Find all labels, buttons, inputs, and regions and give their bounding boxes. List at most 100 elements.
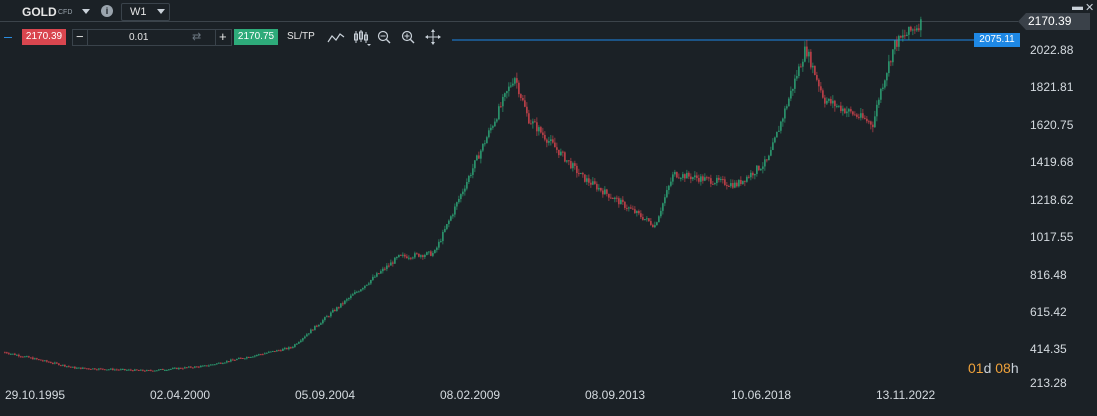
- candle-body: [734, 182, 736, 188]
- candle-body: [686, 172, 688, 179]
- candle-body: [594, 181, 596, 184]
- candle-body: [416, 253, 418, 255]
- candle-body: [128, 369, 130, 371]
- candle-body: [326, 316, 328, 318]
- candle-body: [340, 303, 342, 308]
- candle-type-icon[interactable]: [353, 29, 371, 47]
- candle-body: [522, 97, 524, 101]
- timeframe-label: W1: [130, 6, 147, 18]
- candle-body: [190, 366, 192, 368]
- candle-body: [34, 358, 36, 360]
- candle-body: [690, 176, 692, 180]
- quantity-stepper[interactable]: − 0.01 ⇄ +: [72, 29, 232, 46]
- candle-body: [48, 361, 50, 363]
- info-icon[interactable]: i: [101, 5, 113, 17]
- candle-body: [370, 279, 372, 284]
- close-icon[interactable]: ✕: [1085, 2, 1095, 14]
- candle-body: [830, 98, 832, 104]
- candle-body: [210, 364, 212, 366]
- candle-body: [510, 85, 512, 87]
- candle-body: [796, 75, 798, 79]
- symbol-dropdown-icon[interactable]: [82, 9, 90, 14]
- candle-body: [30, 357, 32, 359]
- candle-body: [362, 288, 364, 290]
- candle-body: [342, 303, 344, 305]
- candle-body: [260, 354, 262, 356]
- candle-body: [174, 367, 176, 369]
- candle-body: [398, 254, 400, 258]
- candle-body: [636, 211, 638, 214]
- candle-body: [846, 111, 848, 114]
- candle-body: [914, 29, 916, 31]
- candle-body: [850, 109, 852, 112]
- zoom-in-icon[interactable]: [401, 30, 415, 44]
- candle-body: [288, 347, 290, 350]
- quantity-input[interactable]: 0.01: [129, 32, 149, 43]
- candle-body: [700, 176, 702, 182]
- timeframe-selector[interactable]: W1: [121, 3, 170, 21]
- candle-body: [884, 80, 886, 88]
- zoom-out-icon[interactable]: [377, 30, 391, 44]
- stepper-divider: [215, 30, 216, 45]
- candle-body: [108, 369, 110, 371]
- candle-body: [910, 26, 912, 31]
- candle-body: [148, 370, 150, 372]
- candle-body: [222, 363, 224, 365]
- symbol-name[interactable]: GOLD: [22, 5, 57, 19]
- candle-body: [438, 241, 440, 248]
- maximize-icon[interactable]: ▬: [1072, 1, 1083, 13]
- candle-body: [572, 163, 574, 169]
- candles: [4, 16, 922, 372]
- candle-body: [534, 121, 536, 123]
- candle-body: [644, 219, 646, 221]
- current-price-line: [0, 21, 1018, 22]
- candle-body: [238, 357, 240, 359]
- candle-body: [240, 357, 242, 359]
- candle-body: [506, 91, 508, 94]
- candle-body: [876, 104, 878, 117]
- candle-body: [204, 365, 206, 367]
- candle-body: [886, 73, 888, 81]
- price-line-label[interactable]: 2075.11: [974, 33, 1020, 47]
- candle-body: [646, 218, 648, 220]
- candle-body: [612, 198, 614, 200]
- sell-button[interactable]: 2170.39: [22, 29, 66, 45]
- candle-body: [614, 197, 616, 199]
- candle-body: [392, 262, 394, 264]
- candle-body: [418, 253, 420, 257]
- candle-body: [164, 369, 166, 371]
- candle-body: [200, 365, 202, 368]
- increase-button[interactable]: +: [219, 29, 227, 44]
- candle-body: [60, 365, 62, 367]
- candle-body: [474, 160, 476, 169]
- candle-body: [424, 254, 426, 257]
- candle-body: [770, 150, 772, 156]
- candle-body: [590, 182, 592, 185]
- candle-body: [428, 251, 430, 253]
- candle-body: [864, 117, 866, 119]
- swap-icon[interactable]: ⇄: [192, 31, 202, 43]
- candle-body: [654, 225, 656, 228]
- price-chart[interactable]: [0, 0, 1018, 390]
- candle-body: [918, 28, 920, 31]
- candle-body: [576, 165, 578, 174]
- candle-body: [866, 118, 868, 122]
- candle-body: [668, 185, 670, 191]
- candle-body: [414, 253, 416, 258]
- buy-button[interactable]: 2170.75: [234, 29, 278, 45]
- candle-body: [110, 368, 112, 370]
- candle-body: [568, 160, 570, 162]
- candle-body: [170, 368, 172, 370]
- crosshair-icon[interactable]: [425, 29, 443, 47]
- sl-tp-button[interactable]: SL/TP: [287, 31, 315, 42]
- candle-body: [50, 362, 52, 364]
- candle-body: [316, 325, 318, 327]
- decrease-button[interactable]: −: [76, 29, 84, 44]
- candle-body: [840, 105, 842, 112]
- candle-body: [500, 106, 502, 108]
- candle-body: [436, 247, 438, 250]
- candle-body: [782, 118, 784, 122]
- timeframe-dropdown-icon[interactable]: [157, 9, 165, 14]
- candle-body: [834, 100, 836, 107]
- line-tool-icon[interactable]: [327, 31, 345, 45]
